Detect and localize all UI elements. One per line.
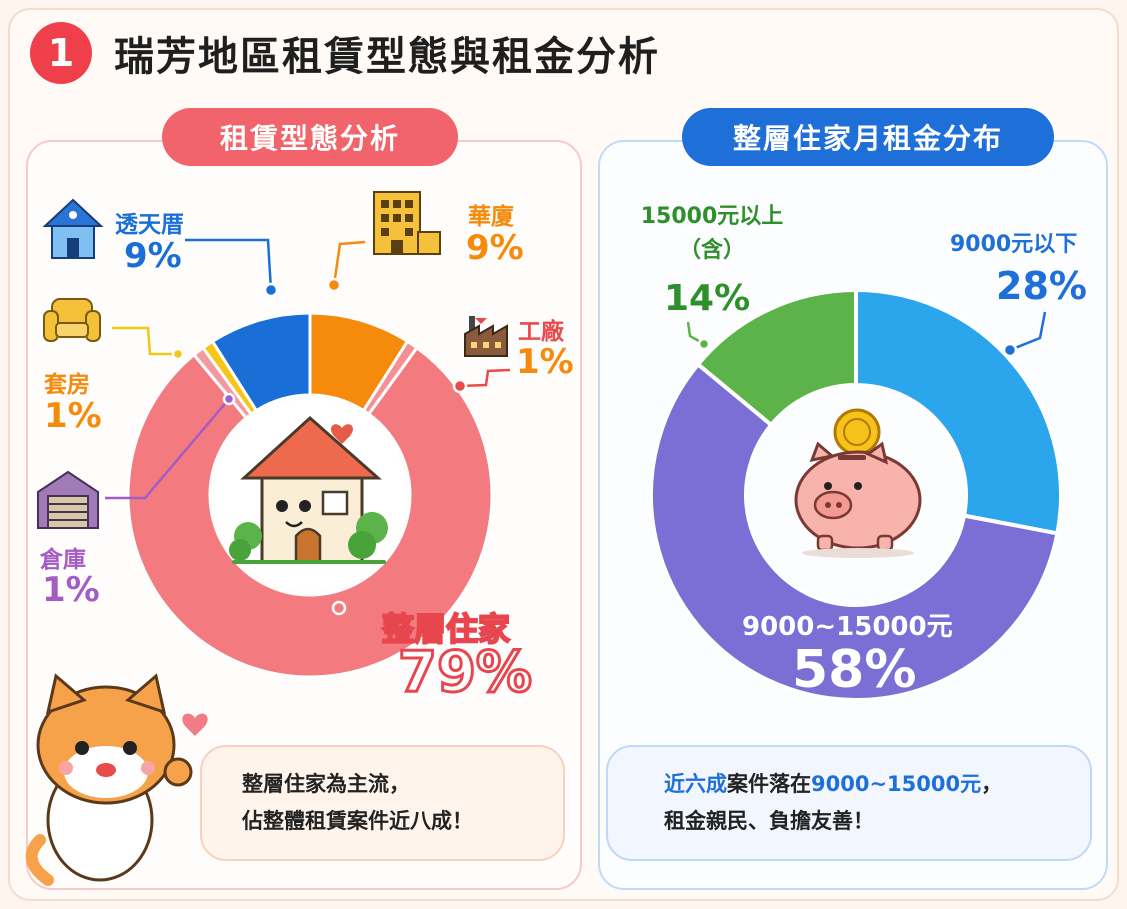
dot-terrace [263, 282, 279, 298]
label-building-value: 9% [466, 228, 524, 268]
left-note-bubble: 整層住家為主流， 佔整體租賃案件近八成！ [200, 745, 565, 861]
apartment-building-icon [373, 191, 441, 255]
label-factory-value: 1% [516, 342, 574, 382]
label-high-name: 15000元以上（含） [640, 204, 784, 263]
left-note-line2: 佔整體租賃案件近八成！ [242, 809, 473, 833]
right-note-end: ， [981, 772, 1003, 796]
dot-factory [452, 378, 468, 394]
dot-suite [171, 347, 185, 361]
label-warehouse-name: 倉庫 [40, 547, 86, 573]
leader-terrace [185, 238, 273, 291]
rental-type-donut [126, 311, 494, 679]
label-low-name: 9000元以下 [950, 232, 1078, 257]
left-note-line1: 整層住家為主流， [242, 772, 410, 796]
dot-high [697, 337, 711, 351]
factory-icon [464, 316, 508, 357]
rent-distribution-title: 整層住家月租金分布 [682, 108, 1054, 166]
label-factory-name: 工廠 [518, 319, 564, 345]
piggy-bank-icon [794, 408, 922, 558]
slice-mid [649, 361, 1060, 702]
label-mid-name: 9000~15000元 [742, 612, 953, 642]
label-whole-value: 79% [396, 639, 533, 707]
page-title: 瑞芳地區租賃型態與租金分析 [114, 34, 660, 80]
cat-mascot-icon [25, 673, 208, 886]
right-note-hl2: 9000~15000元 [811, 772, 982, 796]
dot-building [326, 277, 342, 293]
right-note-line2: 租金親民、負擔友善！ [664, 809, 874, 833]
label-warehouse-value: 1% [42, 570, 100, 610]
leader-whole [337, 607, 380, 628]
label-whole-name: 整層住家 [381, 609, 511, 649]
right-note-line1: 近六成案件落在9000~15000元， [664, 766, 1090, 803]
leader-low [1009, 311, 1047, 352]
center-house-illustration [214, 399, 406, 591]
right-note-mid: 案件落在 [727, 772, 811, 796]
label-high-value: 14% [664, 278, 751, 319]
dot-warehouse [222, 392, 236, 406]
section-number-badge: 1 [30, 22, 92, 84]
label-building-name: 華廈 [468, 204, 514, 230]
header: 1 瑞芳地區租賃型態與租金分析 [30, 22, 660, 84]
rent-donut [649, 287, 1063, 702]
dot-low [1002, 342, 1018, 358]
warehouse-icon [37, 470, 99, 529]
slice-terrace [210, 311, 312, 413]
leader-suite [112, 326, 178, 356]
leader-warehouse [105, 398, 230, 500]
label-mid-value: 58% [792, 640, 917, 700]
slice-high [695, 287, 858, 428]
label-suite-value: 1% [44, 396, 102, 436]
right-note-bubble: 近六成案件落在9000~15000元， 租金親民、負擔友善！ [606, 745, 1092, 861]
label-terrace-name: 透天厝 [115, 212, 184, 238]
slice-whole [126, 345, 494, 679]
sofa-icon [43, 298, 101, 342]
leader-building [332, 240, 366, 286]
dot-whole [331, 600, 347, 616]
label-suite-name: 套房 [44, 372, 90, 398]
slice-low [854, 287, 1063, 536]
leader-factory [459, 368, 511, 388]
label-terrace-value: 9% [124, 236, 182, 276]
right-note-hl: 近六成 [664, 772, 727, 796]
house-icon [42, 198, 104, 259]
rental-type-title: 租賃型態分析 [162, 108, 458, 166]
label-low-value: 28% [996, 264, 1087, 308]
